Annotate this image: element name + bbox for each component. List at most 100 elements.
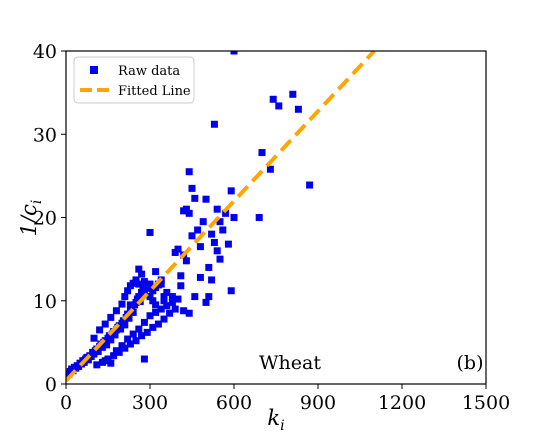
data-point bbox=[294, 105, 302, 113]
data-point bbox=[227, 287, 235, 295]
data-point bbox=[140, 278, 148, 286]
data-point bbox=[146, 293, 154, 301]
data-point bbox=[194, 226, 202, 234]
data-point bbox=[160, 315, 168, 323]
data-point bbox=[96, 326, 104, 334]
data-point bbox=[107, 359, 115, 367]
data-point bbox=[154, 320, 162, 328]
data-point bbox=[269, 95, 277, 103]
data-point bbox=[205, 293, 213, 301]
data-point bbox=[143, 284, 151, 292]
y-axis-label: 1/ci bbox=[17, 200, 45, 237]
data-point bbox=[157, 305, 165, 313]
y-tick-label: 10 bbox=[33, 291, 57, 313]
data-point bbox=[94, 348, 102, 356]
data-point bbox=[202, 195, 210, 203]
data-point bbox=[112, 347, 120, 355]
data-point bbox=[166, 309, 174, 317]
y-tick-label: 20 bbox=[33, 208, 57, 230]
data-point bbox=[202, 298, 210, 306]
data-point bbox=[101, 320, 109, 328]
data-point bbox=[177, 282, 185, 290]
data-point bbox=[191, 293, 199, 301]
x-axis-label: ki bbox=[267, 406, 284, 432]
data-point bbox=[182, 257, 190, 265]
data-point bbox=[160, 297, 168, 305]
data-point bbox=[185, 168, 193, 176]
y-tick-label: 0 bbox=[45, 374, 57, 396]
data-point bbox=[146, 312, 154, 320]
data-point bbox=[149, 323, 157, 331]
data-point bbox=[126, 340, 134, 348]
data-point bbox=[163, 288, 171, 296]
data-point bbox=[224, 240, 232, 248]
data-point bbox=[185, 209, 193, 217]
data-point bbox=[140, 355, 148, 363]
data-point bbox=[163, 302, 171, 310]
data-point bbox=[149, 297, 157, 305]
data-point bbox=[306, 181, 314, 189]
data-point bbox=[101, 357, 109, 365]
data-point bbox=[152, 301, 160, 309]
data-point bbox=[118, 342, 126, 350]
data-point bbox=[210, 238, 218, 246]
data-point bbox=[230, 51, 238, 55]
data-point bbox=[98, 343, 106, 351]
data-point bbox=[182, 205, 190, 213]
data-point bbox=[219, 226, 227, 234]
data-point bbox=[174, 245, 182, 253]
data-point bbox=[112, 307, 120, 315]
data-point bbox=[121, 293, 129, 301]
data-point bbox=[125, 314, 133, 322]
data-point bbox=[180, 307, 188, 315]
x-tick-label: 600 bbox=[216, 392, 252, 414]
data-point bbox=[146, 280, 154, 288]
data-point bbox=[196, 273, 204, 281]
data-point bbox=[258, 149, 266, 157]
data-point bbox=[174, 295, 182, 303]
y-tick-label: 30 bbox=[33, 124, 57, 146]
data-point bbox=[255, 214, 263, 221]
data-point bbox=[107, 313, 115, 321]
x-tick-label: 0 bbox=[60, 392, 72, 414]
data-point bbox=[111, 331, 119, 339]
data-point bbox=[266, 165, 274, 173]
y-axis: 0 10 20 30 40 bbox=[33, 41, 66, 396]
data-point bbox=[289, 90, 297, 98]
data-point bbox=[188, 184, 196, 192]
data-point bbox=[103, 341, 111, 349]
annotation-panel-label: (b) bbox=[457, 352, 484, 374]
data-point bbox=[216, 218, 224, 226]
data-point bbox=[230, 214, 238, 221]
legend-label-fitted-line: Fitted Line bbox=[118, 84, 191, 99]
data-point bbox=[129, 308, 137, 316]
data-point bbox=[126, 301, 134, 309]
data-point bbox=[143, 328, 151, 336]
data-point bbox=[132, 276, 140, 284]
data-point bbox=[168, 298, 176, 306]
data-point bbox=[213, 205, 221, 213]
data-point bbox=[129, 330, 137, 338]
data-point bbox=[135, 293, 143, 301]
legend-marker-raw-data bbox=[90, 66, 98, 74]
data-point bbox=[205, 263, 213, 271]
data-point bbox=[135, 325, 143, 333]
data-point bbox=[138, 332, 146, 340]
data-point bbox=[199, 218, 207, 226]
legend: Raw data Fitted Line bbox=[73, 56, 195, 104]
data-point bbox=[168, 293, 176, 301]
x-axis: 0 300 600 900 1200 1500 bbox=[60, 384, 510, 414]
data-point bbox=[117, 325, 125, 333]
x-tick-label: 300 bbox=[132, 392, 168, 414]
data-point bbox=[208, 230, 216, 238]
data-point bbox=[118, 300, 126, 308]
annotation-wheat: Wheat bbox=[259, 352, 321, 374]
x-tick-label: 1200 bbox=[378, 392, 426, 414]
data-point bbox=[188, 232, 196, 240]
fitted-line bbox=[66, 51, 376, 383]
data-point bbox=[210, 120, 218, 128]
y-tick-label: 40 bbox=[33, 41, 57, 63]
data-point bbox=[135, 265, 143, 273]
legend-label-raw-data: Raw data bbox=[118, 64, 180, 79]
